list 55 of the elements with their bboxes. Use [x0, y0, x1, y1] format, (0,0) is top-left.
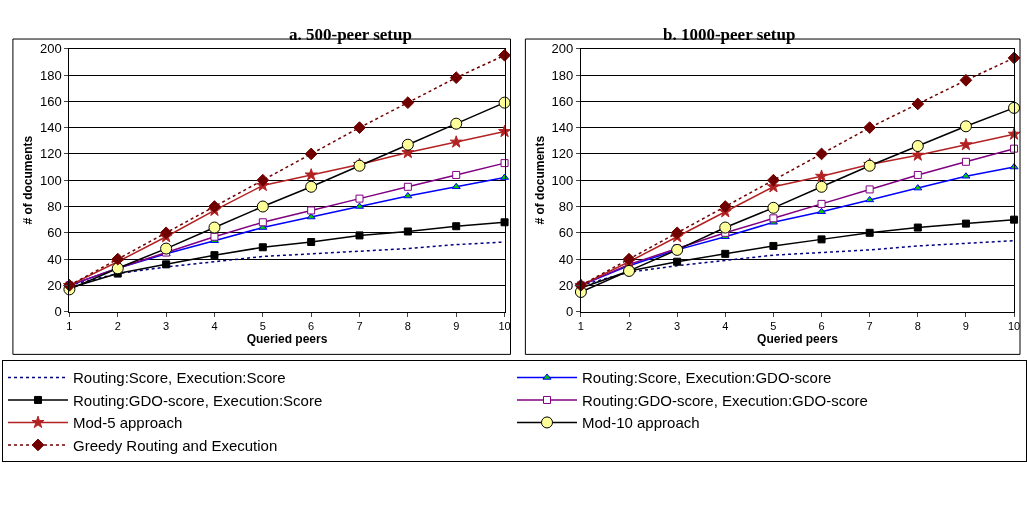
legend-label: Mod-10 approach [582, 414, 700, 432]
x-tick-label: 3 [674, 319, 681, 332]
x-tick-label: 2 [114, 319, 121, 332]
y-tick-label: 60 [47, 225, 62, 241]
legend-label: Routing:GDO-score, Execution:Score [73, 391, 323, 409]
y-tick-label: 160 [551, 93, 574, 109]
x-tick-label: 7 [866, 319, 873, 332]
y-tick-label: 0 [54, 304, 62, 320]
chart-title: a. 500-peer setup [289, 25, 412, 44]
x-axis-title: Queried peers [246, 331, 328, 346]
y-tick-label: 20 [47, 277, 62, 293]
y-tick-label: 180 [40, 67, 62, 83]
legend-label: Routing:Score, Execution:GDO-score [582, 369, 832, 387]
x-tick-label: 3 [163, 319, 170, 332]
x-tick-label: 8 [404, 319, 411, 332]
x-tick-label: 7 [356, 319, 363, 332]
x-tick-label: 10 [498, 319, 511, 332]
x-tick-label: 5 [259, 319, 266, 332]
y-tick-label: 200 [40, 41, 62, 57]
x-tick-label: 9 [453, 319, 460, 332]
x-tick-label: 9 [962, 319, 969, 332]
y-axis-title: # of documents [532, 135, 547, 225]
y-tick-label: 80 [558, 199, 574, 215]
y-tick-label: 120 [551, 146, 574, 162]
x-tick-label: 4 [211, 319, 218, 332]
y-tick-label: 0 [566, 304, 574, 320]
y-tick-label: 140 [40, 120, 62, 136]
x-tick-label: 10 [1007, 319, 1021, 332]
legend-label: Routing:Score, Execution:Score [73, 369, 286, 387]
x-tick-label: 6 [308, 319, 315, 332]
x-tick-label: 8 [914, 319, 921, 332]
y-tick-label: 180 [551, 67, 574, 83]
legend-label: Routing:GDO-score, Execution:GDO-score [582, 391, 868, 409]
legend-label: Greedy Routing and Execution [73, 436, 278, 454]
y-tick-label: 100 [551, 172, 574, 188]
x-tick-label: 1 [66, 319, 73, 332]
y-tick-label: 200 [551, 41, 574, 57]
x-tick-label: 6 [818, 319, 825, 332]
legend-label: Mod-5 approach [73, 414, 183, 432]
y-tick-label: 160 [40, 93, 62, 109]
x-tick-label: 4 [722, 319, 729, 332]
y-tick-label: 100 [40, 172, 62, 188]
x-tick-label: 2 [625, 319, 633, 332]
y-tick-label: 60 [558, 225, 574, 241]
y-tick-label: 140 [551, 120, 574, 136]
y-tick-label: 20 [558, 277, 574, 293]
x-tick-label: 5 [770, 319, 777, 332]
y-axis-title: # of documents [21, 135, 36, 225]
y-tick-label: 40 [558, 251, 574, 267]
y-tick-label: 80 [47, 199, 62, 215]
chart-title: b. 1000-peer setup [663, 25, 796, 44]
x-tick-label: 1 [577, 319, 584, 332]
y-tick-label: 40 [47, 251, 62, 267]
y-tick-label: 120 [40, 146, 62, 162]
x-axis-title: Queried peers [757, 331, 839, 346]
